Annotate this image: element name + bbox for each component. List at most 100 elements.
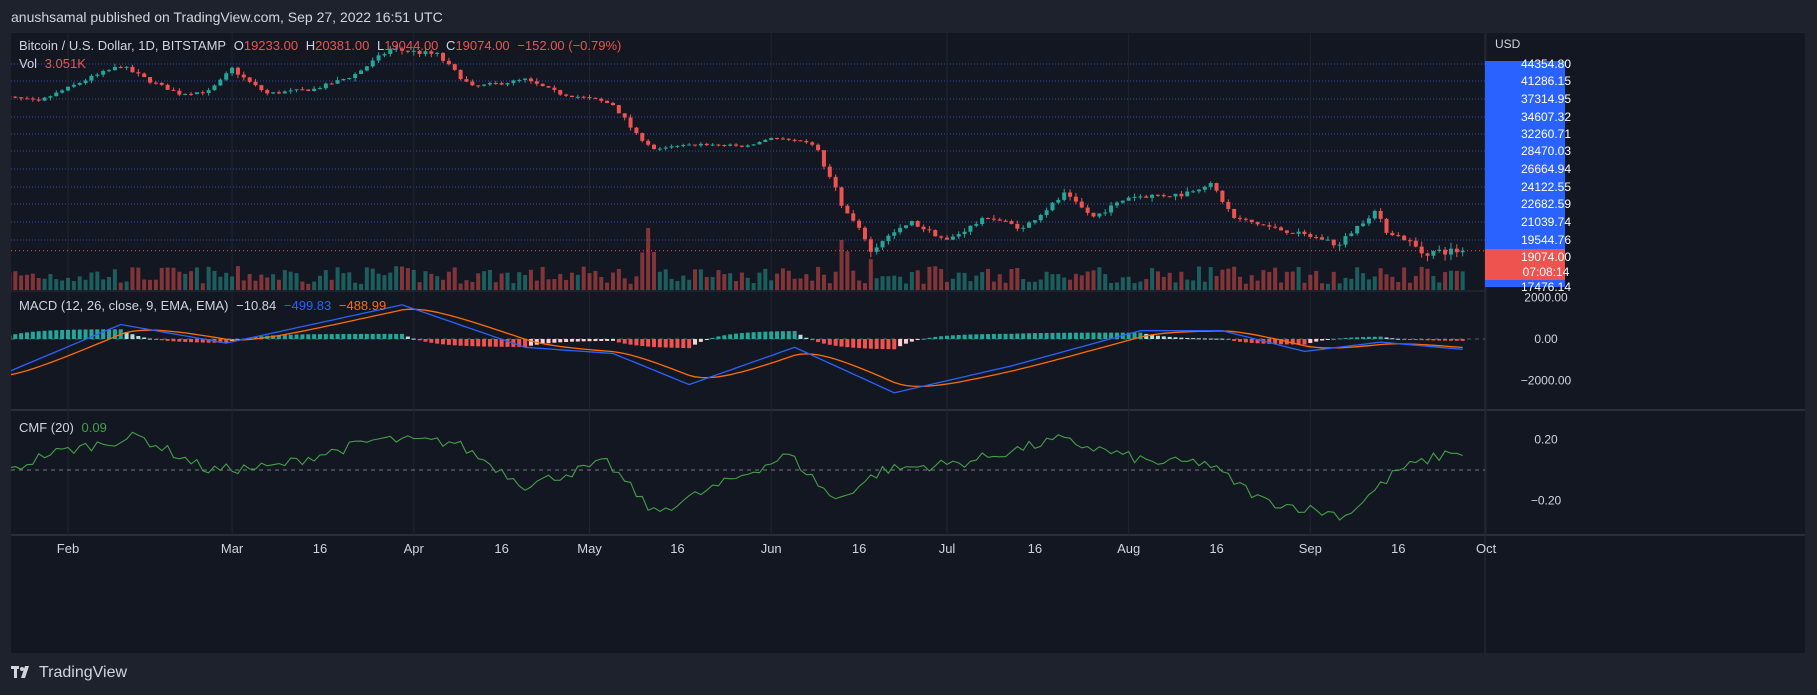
candle: [716, 144, 721, 146]
candle: [933, 230, 938, 237]
macd-histogram-bar: [780, 331, 785, 339]
footer-brand[interactable]: TradingView: [11, 664, 127, 682]
candle: [1003, 220, 1008, 222]
macd-histogram-bar: [1419, 339, 1424, 341]
macd-histogram-bar: [347, 333, 352, 339]
volume-bar: [915, 270, 920, 290]
volume-bar: [1320, 283, 1325, 290]
macd-histogram-bar: [206, 339, 211, 343]
macd-histogram-bar: [974, 334, 979, 339]
volume-bar: [616, 268, 621, 290]
volume-bar: [1038, 279, 1043, 290]
price-axis-label: 37314.95: [1521, 92, 1571, 106]
macd-histogram-bar: [417, 339, 422, 341]
low-label: L: [376, 38, 385, 53]
candle: [1267, 225, 1272, 227]
macd-histogram-bar: [112, 329, 117, 339]
chart-panel[interactable]: USD 44354.80 41286.15 37314.95 34607.32 32260…: [11, 33, 1805, 653]
volume-bar: [235, 266, 240, 290]
macd-histogram-bar: [634, 339, 639, 346]
macd-histogram-bar: [382, 333, 387, 339]
macd-histogram-bar: [505, 339, 510, 347]
volume-bar: [124, 281, 129, 290]
volume-bar: [1068, 279, 1073, 290]
macd-histogram-bar: [1448, 339, 1453, 341]
candle: [1038, 215, 1043, 221]
candle: [757, 141, 762, 145]
volume-bar: [1155, 271, 1160, 290]
macd-histogram-bar: [845, 339, 850, 348]
volume-bar: [1185, 279, 1190, 290]
volume-bar: [728, 273, 733, 290]
macd-histogram-bar: [564, 339, 569, 342]
candle: [148, 77, 153, 83]
candle: [312, 88, 317, 92]
volume-bar: [956, 272, 961, 290]
macd-histogram-bar: [60, 329, 65, 339]
candle: [1185, 191, 1190, 197]
candle: [36, 99, 41, 101]
candle: [991, 218, 996, 220]
candle: [552, 87, 557, 90]
macd-histogram-bar: [1091, 332, 1096, 339]
time-axis-label: May: [577, 541, 602, 556]
volume-bar: [66, 277, 70, 290]
macd-histogram-bar: [1114, 332, 1119, 339]
volume-bar: [499, 273, 504, 290]
volume-bar: [95, 271, 100, 290]
candle: [921, 226, 926, 230]
candle: [118, 66, 123, 68]
volume-bar: [1308, 274, 1313, 290]
candle: [230, 67, 235, 74]
candle: [939, 236, 944, 238]
macd-histogram-bar: [1372, 336, 1377, 339]
candle: [1361, 223, 1366, 226]
macd-histogram-bar: [130, 334, 135, 339]
symbol-label[interactable]: Bitcoin / U.S. Dollar, 1D, BITSTAMP: [19, 38, 227, 53]
volume-bar: [60, 280, 65, 290]
candle: [1325, 239, 1330, 241]
candle: [605, 100, 610, 103]
candle: [505, 83, 510, 85]
volume-bar: [194, 267, 199, 290]
candle: [1349, 233, 1354, 237]
macd-histogram-bar: [669, 339, 674, 348]
volume-bar: [986, 268, 991, 290]
macd-histogram-bar: [898, 339, 903, 347]
macd-hist-value: −10.84: [236, 298, 277, 313]
volume-bar: [435, 276, 440, 290]
candle: [1220, 190, 1225, 202]
volume-bar: [722, 274, 727, 290]
volume-bar: [54, 279, 59, 290]
candle: [1073, 196, 1078, 202]
macd-histogram-bar: [1009, 333, 1014, 339]
macd-histogram-bar: [1068, 332, 1073, 339]
candle: [1138, 196, 1143, 198]
candle: [482, 84, 487, 86]
volume-bar: [939, 268, 944, 290]
volume-bar: [1173, 282, 1178, 290]
cmf-label[interactable]: CMF (20): [19, 420, 74, 435]
candle: [1337, 244, 1342, 246]
volume-value: 3.051K: [44, 56, 86, 71]
candle: [400, 48, 405, 51]
volume-bar: [306, 283, 311, 290]
volume-bar: [107, 276, 112, 290]
candle: [704, 143, 709, 146]
volume-bar: [1431, 275, 1436, 290]
macd-label[interactable]: MACD (12, 26, close, 9, EMA, EMA): [19, 298, 229, 313]
macd-histogram-bar: [1226, 339, 1231, 340]
volume-bar: [1255, 280, 1260, 290]
volume-label[interactable]: Vol: [19, 56, 38, 71]
candle: [107, 70, 112, 72]
volume-bar: [1015, 267, 1020, 290]
volume-bar: [1355, 267, 1360, 290]
close-value: 19074.00: [455, 38, 510, 53]
macd-histogram-bar: [517, 339, 522, 347]
candle: [1390, 232, 1395, 236]
macd-histogram-bar: [927, 337, 932, 339]
volume-bar: [663, 269, 668, 290]
volume-bar: [945, 281, 949, 290]
